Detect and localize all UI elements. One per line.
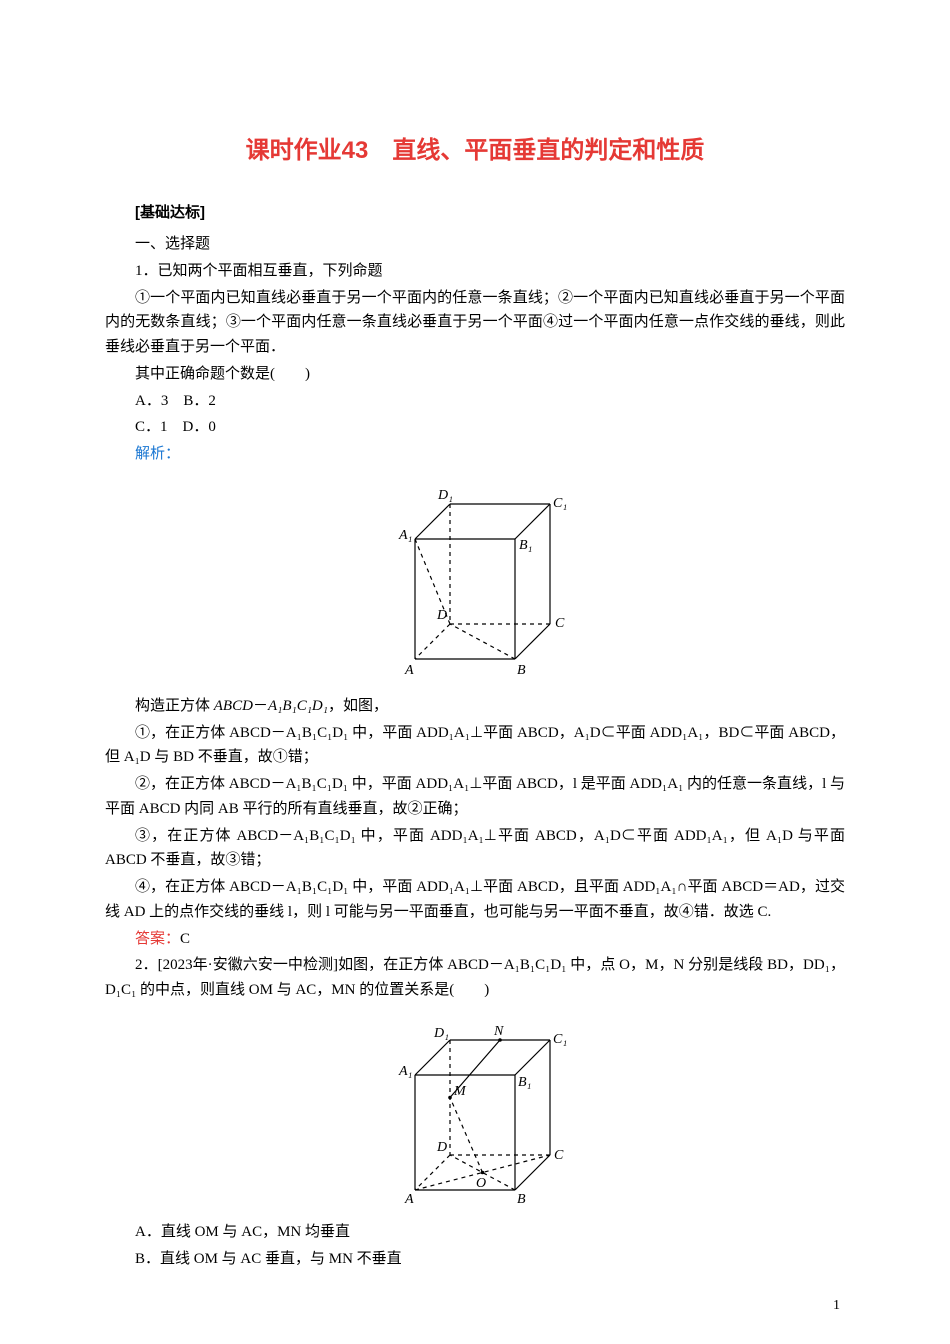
page-title: 课时作业43 直线、平面垂直的判定和性质 (105, 130, 845, 165)
question-2-opt-b: B．直线 OM 与 AC 垂直，与 MN 不垂直 (105, 1247, 845, 1272)
answer-label: 答案： (135, 931, 180, 947)
page: 课时作业43 直线、平面垂直的判定和性质 [基础达标] 一、选择题 1．已知两个… (0, 0, 950, 1344)
t: ABCD (214, 698, 253, 714)
label-A: A (404, 663, 414, 678)
label2-O: O (476, 1176, 486, 1191)
question-1-ask: 其中正确命题个数是( ) (105, 362, 845, 387)
answer-line: 答案：C (105, 927, 845, 952)
label-B1: B₁ (519, 538, 532, 553)
label-C: C (555, 616, 565, 631)
label2-A1: A₁ (398, 1064, 412, 1079)
analysis-1: ①，在正方体 ABCD－A₁B₁C₁D₁ 中，平面 ADD₁A₁⊥平面 ABCD… (105, 721, 845, 771)
question-2-opt-a: A．直线 OM 与 AC，MN 均垂直 (105, 1220, 845, 1245)
label2-D: D (436, 1140, 447, 1155)
t: ，如图， (328, 698, 388, 714)
label2-D1: D₁ (433, 1026, 449, 1041)
question-1-opt-ab: A．3 B．2 (105, 389, 845, 414)
label2-A: A (404, 1192, 414, 1205)
subheading-choice: 一、选择题 (105, 232, 845, 257)
answer-value: C (180, 931, 190, 947)
question-1-stem: 1．已知两个平面相互垂直，下列命题 (105, 259, 845, 284)
analysis-label: 解析： (105, 442, 845, 467)
label-C1: C₁ (553, 496, 567, 511)
section-heading: [基础达标] (105, 201, 845, 222)
figure-1: A B C D A₁ B₁ C₁ D₁ (105, 479, 845, 684)
analysis-2: ②，在正方体 ABCD－A₁B₁C₁D₁ 中，平面 ADD₁A₁⊥平面 ABCD… (105, 772, 845, 822)
question-1-props: ①一个平面内已知直线必垂直于另一个平面内的任意一条直线；②一个平面内已知直线必垂… (105, 286, 845, 360)
label-D: D (436, 608, 447, 623)
t: － (253, 698, 268, 714)
cube-diagram-1: A B C D A₁ B₁ C₁ D₁ (375, 479, 575, 679)
analysis-intro: 构造正方体 ABCD－A₁B₁C₁D₁，如图， (105, 694, 845, 719)
label-A1: A₁ (398, 528, 412, 543)
label-D1: D₁ (437, 488, 453, 503)
t: 构造正方体 (135, 698, 214, 714)
analysis-4: ④，在正方体 ABCD－A₁B₁C₁D₁ 中，平面 ADD₁A₁⊥平面 ABCD… (105, 875, 845, 925)
figure-2: A B C D A₁ B₁ C₁ D₁ O M N (105, 1015, 845, 1210)
label2-C: C (554, 1148, 564, 1163)
label-B: B (517, 663, 526, 678)
cube-diagram-2: A B C D A₁ B₁ C₁ D₁ O M N (375, 1015, 575, 1205)
page-number: 1 (833, 1298, 840, 1314)
label2-N: N (493, 1024, 504, 1039)
label2-B1: B₁ (518, 1075, 531, 1090)
t: A₁B₁C₁D₁ (268, 698, 328, 714)
question-2-stem: 2．[2023年·安徽六安一中检测]如图，在正方体 ABCD－A₁B₁C₁D₁ … (105, 953, 845, 1003)
label2-C1: C₁ (553, 1032, 567, 1047)
label2-M: M (453, 1084, 467, 1099)
question-1-opt-cd: C．1 D．0 (105, 415, 845, 440)
label2-B: B (517, 1192, 526, 1205)
analysis-3: ③，在正方体 ABCD－A₁B₁C₁D₁ 中，平面 ADD₁A₁⊥平面 ABCD… (105, 824, 845, 874)
